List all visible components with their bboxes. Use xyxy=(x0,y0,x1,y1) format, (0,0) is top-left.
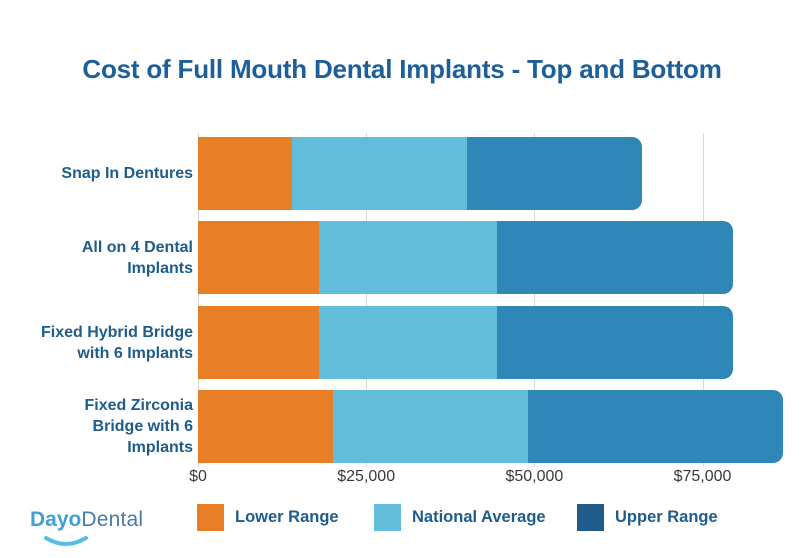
stacked-bar xyxy=(198,306,733,379)
stacked-bar xyxy=(198,137,642,210)
bar-segment-national-average xyxy=(292,137,468,210)
bar-segment-lower-range xyxy=(198,306,320,379)
legend-item: Upper Range xyxy=(577,504,718,531)
x-tick-label: $0 xyxy=(189,468,207,485)
legend-item: National Average xyxy=(374,504,546,531)
gridline-$25,000 xyxy=(366,133,368,467)
legend-swatch xyxy=(374,504,401,531)
logo-brand-second: Dental xyxy=(81,508,144,531)
x-tick-label: $75,000 xyxy=(673,468,732,485)
bar-segment-lower-range xyxy=(198,137,293,210)
category-labels-column: Snap In Dentures All on 4 Dental Implants… xyxy=(0,137,193,463)
category-label: All on 4 Dental Implants xyxy=(81,238,193,277)
bar-segment-upper-range xyxy=(497,221,733,294)
gridline-$75,000 xyxy=(702,133,704,467)
gridline-$50,000 xyxy=(534,133,536,467)
bar-segment-national-average xyxy=(332,390,528,463)
x-tick-label: $50,000 xyxy=(505,468,564,485)
bar-segment-lower-range xyxy=(198,390,333,463)
legend-label: Upper Range xyxy=(615,508,718,526)
bar-segment-national-average xyxy=(319,221,498,294)
plot-area xyxy=(198,133,790,467)
smile-arc-icon xyxy=(44,536,88,546)
dayo-dental-logo: DayoDental xyxy=(30,508,144,546)
stacked-bar xyxy=(198,221,733,294)
stacked-bar xyxy=(198,390,784,463)
gridline-$0 xyxy=(198,133,199,467)
category-label: Fixed Hybrid Bridge with 6 Implants xyxy=(40,323,193,362)
legend-swatch xyxy=(197,504,224,531)
legend-swatch xyxy=(577,504,604,531)
bar-segment-national-average xyxy=(319,306,498,379)
x-tick-label: $25,000 xyxy=(337,468,396,485)
logo-brand-first: Dayo xyxy=(30,508,82,531)
legend-label: National Average xyxy=(412,508,546,526)
legend-item: Lower Range xyxy=(197,504,339,531)
chart-title: Cost of Full Mouth Dental Implants - Top… xyxy=(82,54,722,84)
legend-label: Lower Range xyxy=(235,508,339,526)
bar-segment-upper-range xyxy=(497,306,733,379)
bar-segment-upper-range xyxy=(467,137,642,210)
category-label: Snap In Dentures xyxy=(61,165,193,182)
bar-segment-upper-range xyxy=(527,390,784,463)
bar-segment-lower-range xyxy=(198,221,320,294)
category-label: Fixed Zirconia Bridge with 6 Implants xyxy=(84,397,193,456)
